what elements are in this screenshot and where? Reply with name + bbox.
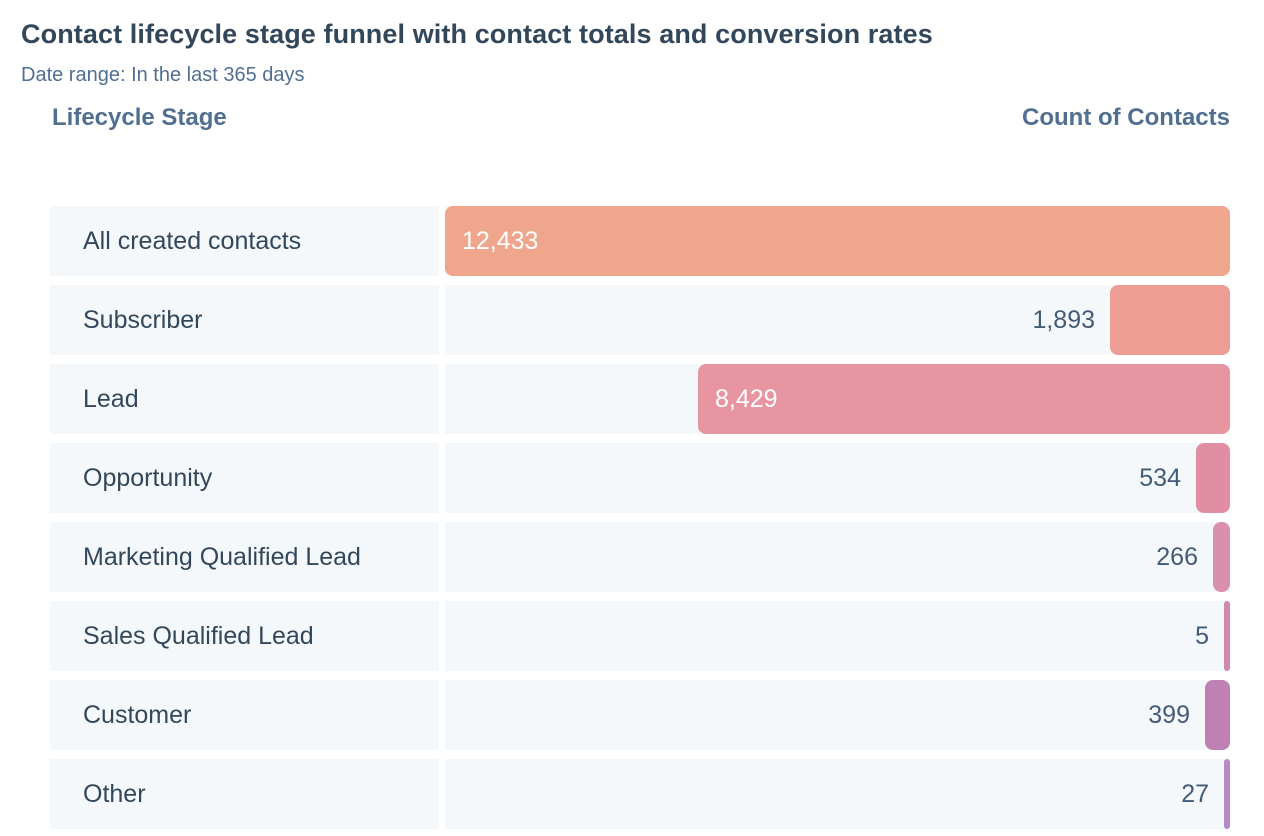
bar-track: 399 [445, 680, 1230, 750]
funnel-bar[interactable] [1224, 759, 1230, 829]
funnel-report: Contact lifecycle stage funnel with cont… [0, 18, 1264, 836]
stage-label: Opportunity [50, 443, 439, 513]
bar-track: 12,433 [445, 206, 1230, 276]
bar-track: 1,893 [445, 285, 1230, 355]
funnel-flow-arrow-icon [439, 745, 448, 765]
bar-track: 5 [445, 601, 1230, 671]
column-header-count-of-contacts: Count of Contacts [1022, 104, 1230, 131]
bar-value: 12,433 [462, 226, 539, 255]
funnel-flow-arrow-icon [439, 508, 448, 528]
funnel-chart: All created contacts 12,433 Subscriber 1,89… [50, 206, 1230, 836]
funnel-flow-arrow-icon [439, 429, 448, 449]
funnel-row: Other 27 [50, 759, 1230, 829]
stage-label: Other [50, 759, 439, 829]
stage-label: Lead [50, 364, 439, 434]
funnel-bar[interactable] [1205, 680, 1230, 750]
funnel-row: Customer 399 [50, 680, 1230, 765]
funnel-bar[interactable] [1224, 601, 1230, 671]
funnel-row: Subscriber 1,893 [50, 285, 1230, 370]
funnel-bar[interactable] [698, 364, 1230, 434]
funnel-row: All created contacts 12,433 [50, 206, 1230, 291]
column-headers: Lifecycle Stage Count of Contacts [52, 104, 1230, 131]
stage-label: Subscriber [50, 285, 439, 355]
funnel-flow-arrow-icon [439, 666, 448, 686]
funnel-bar[interactable] [1213, 522, 1230, 592]
bar-value: 1,893 [1032, 305, 1095, 334]
stage-label: All created contacts [50, 206, 439, 276]
column-header-lifecycle-stage: Lifecycle Stage [52, 104, 227, 131]
funnel-bar[interactable] [445, 206, 1230, 276]
bar-value: 266 [1156, 542, 1198, 571]
funnel-row: Lead 8,429 [50, 364, 1230, 449]
bar-value: 534 [1139, 463, 1181, 492]
bar-value: 5 [1195, 621, 1209, 650]
funnel-row: Opportunity 534 [50, 443, 1230, 528]
bar-value: 399 [1148, 700, 1190, 729]
bar-track: 266 [445, 522, 1230, 592]
funnel-flow-arrow-icon [439, 271, 448, 291]
bar-track: 27 [445, 759, 1230, 829]
bar-track: 8,429 [445, 364, 1230, 434]
funnel-row: Marketing Qualified Lead 266 [50, 522, 1230, 607]
bar-value: 27 [1181, 779, 1209, 808]
funnel-flow-arrow-icon [439, 587, 448, 607]
funnel-flow-arrow-icon [439, 350, 448, 370]
stage-label: Marketing Qualified Lead [50, 522, 439, 592]
bar-value: 8,429 [715, 384, 778, 413]
stage-label: Sales Qualified Lead [50, 601, 439, 671]
funnel-bar[interactable] [1110, 285, 1230, 355]
funnel-row: Sales Qualified Lead 5 [50, 601, 1230, 686]
funnel-bar[interactable] [1196, 443, 1230, 513]
stage-label: Customer [50, 680, 439, 750]
bar-track: 534 [445, 443, 1230, 513]
report-title: Contact lifecycle stage funnel with cont… [21, 19, 933, 49]
date-range-label: Date range: In the last 365 days [21, 64, 305, 86]
